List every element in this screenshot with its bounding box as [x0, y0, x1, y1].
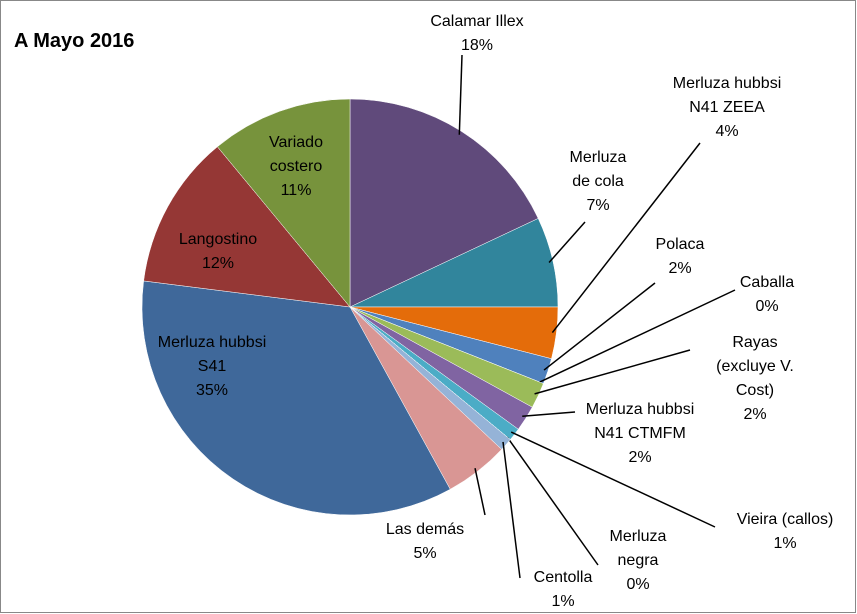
- slice-label: Merluza hubbsi N41 ZEEA 4%: [662, 72, 792, 144]
- slice-label: Vieira (callos) 1%: [710, 508, 857, 556]
- slice-name: Merluza hubbsi N41 ZEEA: [672, 75, 782, 116]
- slice-label: Langostino 12%: [158, 228, 278, 276]
- slice-name: Merluza hubbsi N41 CTMFM: [585, 401, 695, 442]
- slice-name: Rayas (excluye V. Cost): [716, 334, 794, 399]
- slice-label: Merluza de cola 7%: [563, 146, 633, 218]
- leader-line: [534, 349, 691, 395]
- slice-label: Variado costero 11%: [256, 131, 336, 203]
- slice-value: 2%: [743, 406, 767, 423]
- slice-value: 2%: [628, 449, 652, 466]
- slice-value: 2%: [668, 260, 692, 277]
- leader-line: [506, 436, 599, 566]
- pie-slice: [349, 98, 539, 308]
- slice-label: Caballa 0%: [727, 271, 807, 319]
- chart-title: A Mayo 2016: [14, 30, 135, 52]
- leader-line: [539, 289, 736, 383]
- leader-line: [474, 468, 486, 516]
- leader-line: [543, 282, 656, 371]
- slice-label: Merluza hubbsi S41 35%: [142, 331, 282, 403]
- pie-slice: [141, 280, 451, 516]
- slice-name: Langostino: [178, 231, 258, 248]
- slice-label: Polaca 2%: [640, 233, 720, 281]
- slice-label: Centolla 1%: [518, 566, 608, 614]
- slice-name: Variado costero: [269, 134, 323, 175]
- slice-value: 12%: [201, 255, 235, 272]
- slice-label: Calamar Illex 18%: [397, 10, 557, 58]
- slice-name: Calamar Illex: [430, 13, 524, 30]
- slice-name: Polaca: [655, 236, 705, 253]
- slice-value: 5%: [413, 545, 437, 562]
- slice-value: 1%: [773, 535, 797, 552]
- leader-line: [522, 411, 576, 418]
- pie-slice: [217, 98, 351, 308]
- slice-value: 0%: [755, 298, 779, 315]
- slice-name: Las demás: [385, 521, 465, 538]
- slice-value: 1%: [551, 593, 575, 610]
- slice-value: 18%: [460, 37, 494, 54]
- slice-name: Merluza hubbsi S41: [157, 334, 267, 375]
- slice-value: 7%: [586, 197, 610, 214]
- slice-value: 4%: [715, 123, 739, 140]
- leader-line: [502, 441, 521, 579]
- slice-label: Las demás 5%: [375, 518, 475, 566]
- slice-label: Rayas (excluye V. Cost) 2%: [708, 331, 803, 427]
- slice-name: Merluza negra: [609, 528, 667, 569]
- leader-line: [551, 142, 701, 334]
- slice-name: Merluza de cola: [569, 149, 627, 190]
- leader-line: [548, 221, 586, 263]
- slice-value: 0%: [626, 576, 650, 593]
- slice-label: Merluza hubbsi N41 CTMFM 2%: [570, 398, 710, 470]
- slice-name: Centolla: [533, 569, 593, 586]
- pie-slice: [143, 146, 351, 308]
- slice-label: Merluza negra 0%: [603, 525, 673, 597]
- leader-line: [510, 431, 716, 528]
- slice-value: 11%: [280, 182, 312, 199]
- leader-line: [458, 54, 463, 135]
- slice-name: Vieira (callos): [736, 511, 834, 528]
- slice-value: 35%: [195, 382, 229, 399]
- slice-name: Caballa: [739, 274, 795, 291]
